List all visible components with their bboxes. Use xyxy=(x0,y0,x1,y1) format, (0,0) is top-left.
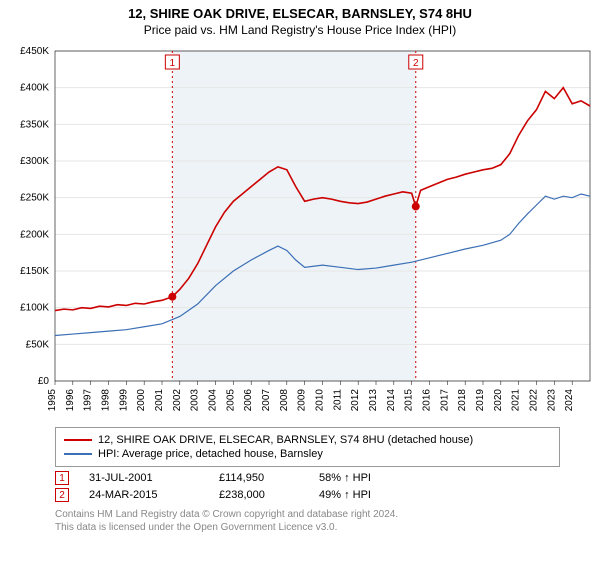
y-tick-label: £350K xyxy=(20,119,49,130)
sale-marker-dot xyxy=(168,293,176,301)
x-tick-label: 2001 xyxy=(154,389,165,412)
y-tick-label: £200K xyxy=(20,229,49,240)
x-tick-label: 2003 xyxy=(190,389,201,412)
x-tick-label: 2022 xyxy=(529,389,540,412)
x-tick-label: 2017 xyxy=(439,389,450,412)
x-tick-label: 2004 xyxy=(208,389,219,412)
legend-item: HPI: Average price, detached house, Barn… xyxy=(64,448,551,460)
y-tick-label: £50K xyxy=(26,339,50,350)
sale-price: £114,950 xyxy=(219,472,299,484)
y-tick-label: £100K xyxy=(20,303,49,314)
x-tick-label: 2018 xyxy=(457,389,468,412)
sales-table: 1 31-JUL-2001 £114,950 58% ↑ HPI 2 24-MAR-201… xyxy=(55,471,560,502)
x-tick-label: 2009 xyxy=(297,389,308,412)
x-tick-label: 2006 xyxy=(243,389,254,412)
x-tick-label: 2019 xyxy=(475,389,486,412)
x-tick-label: 2000 xyxy=(136,389,147,412)
y-tick-label: £150K xyxy=(20,266,49,277)
x-tick-label: 2012 xyxy=(350,389,361,412)
y-tick-label: £400K xyxy=(20,83,49,94)
page-title: 12, SHIRE OAK DRIVE, ELSECAR, BARNSLEY, … xyxy=(0,6,600,21)
x-tick-label: 2023 xyxy=(546,389,557,412)
x-tick-label: 2005 xyxy=(225,389,236,412)
sale-date: 24-MAR-2015 xyxy=(89,489,199,501)
x-tick-label: 2013 xyxy=(368,389,379,412)
x-tick-label: 2016 xyxy=(422,389,433,412)
legend-label: HPI: Average price, detached house, Barn… xyxy=(98,448,323,460)
sale-row-marker: 2 xyxy=(55,488,69,502)
price-chart: £0 £50K £100K £150K £200K £250K £300K £350K £400… xyxy=(0,41,600,421)
y-tick-label: £450K xyxy=(20,46,49,57)
y-tick-label: £0 xyxy=(38,376,50,387)
sale-pct: 49% ↑ HPI xyxy=(319,489,399,501)
sale-marker-dot xyxy=(412,202,420,210)
x-tick-label: 2014 xyxy=(386,389,397,412)
page-subtitle: Price paid vs. HM Land Registry's House … xyxy=(0,23,600,37)
x-tick-label: 1998 xyxy=(101,389,112,412)
x-tick-label: 2011 xyxy=(332,389,343,411)
sale-pct: 58% ↑ HPI xyxy=(319,472,399,484)
x-tick-label: 1996 xyxy=(65,389,76,412)
x-tick-label: 2007 xyxy=(261,389,272,412)
sale-row: 1 31-JUL-2001 £114,950 58% ↑ HPI xyxy=(55,471,560,485)
sale-marker-num: 2 xyxy=(413,58,419,69)
footer-line1: Contains HM Land Registry data © Crown c… xyxy=(55,508,560,521)
x-tick-label: 1995 xyxy=(47,389,58,412)
x-tick-label: 2021 xyxy=(511,389,522,412)
sale-row-marker: 1 xyxy=(55,471,69,485)
legend-item: 12, SHIRE OAK DRIVE, ELSECAR, BARNSLEY, … xyxy=(64,434,551,446)
legend-swatch xyxy=(64,453,92,455)
sale-date: 31-JUL-2001 xyxy=(89,472,199,484)
legend: 12, SHIRE OAK DRIVE, ELSECAR, BARNSLEY, … xyxy=(55,427,560,467)
x-tick-label: 2024 xyxy=(564,389,575,412)
y-tick-label: £300K xyxy=(20,156,49,167)
legend-swatch xyxy=(64,439,92,441)
legend-label: 12, SHIRE OAK DRIVE, ELSECAR, BARNSLEY, … xyxy=(98,434,473,446)
x-tick-label: 2002 xyxy=(172,389,183,412)
x-tick-label: 2010 xyxy=(315,389,326,412)
footer-attribution: Contains HM Land Registry data © Crown c… xyxy=(55,508,560,534)
sale-row: 2 24-MAR-2015 £238,000 49% ↑ HPI xyxy=(55,488,560,502)
x-tick-label: 2020 xyxy=(493,389,504,412)
footer-line2: This data is licensed under the Open Gov… xyxy=(55,521,560,534)
x-tick-label: 1999 xyxy=(118,389,129,412)
sale-price: £238,000 xyxy=(219,489,299,501)
chart-svg: £0 £50K £100K £150K £200K £250K £300K £350K £400… xyxy=(0,41,600,421)
sale-marker-num: 1 xyxy=(170,58,176,69)
y-tick-label: £250K xyxy=(20,193,49,204)
x-tick-label: 2008 xyxy=(279,389,290,412)
x-tick-label: 2015 xyxy=(404,389,415,412)
x-tick-label: 1997 xyxy=(83,389,94,412)
